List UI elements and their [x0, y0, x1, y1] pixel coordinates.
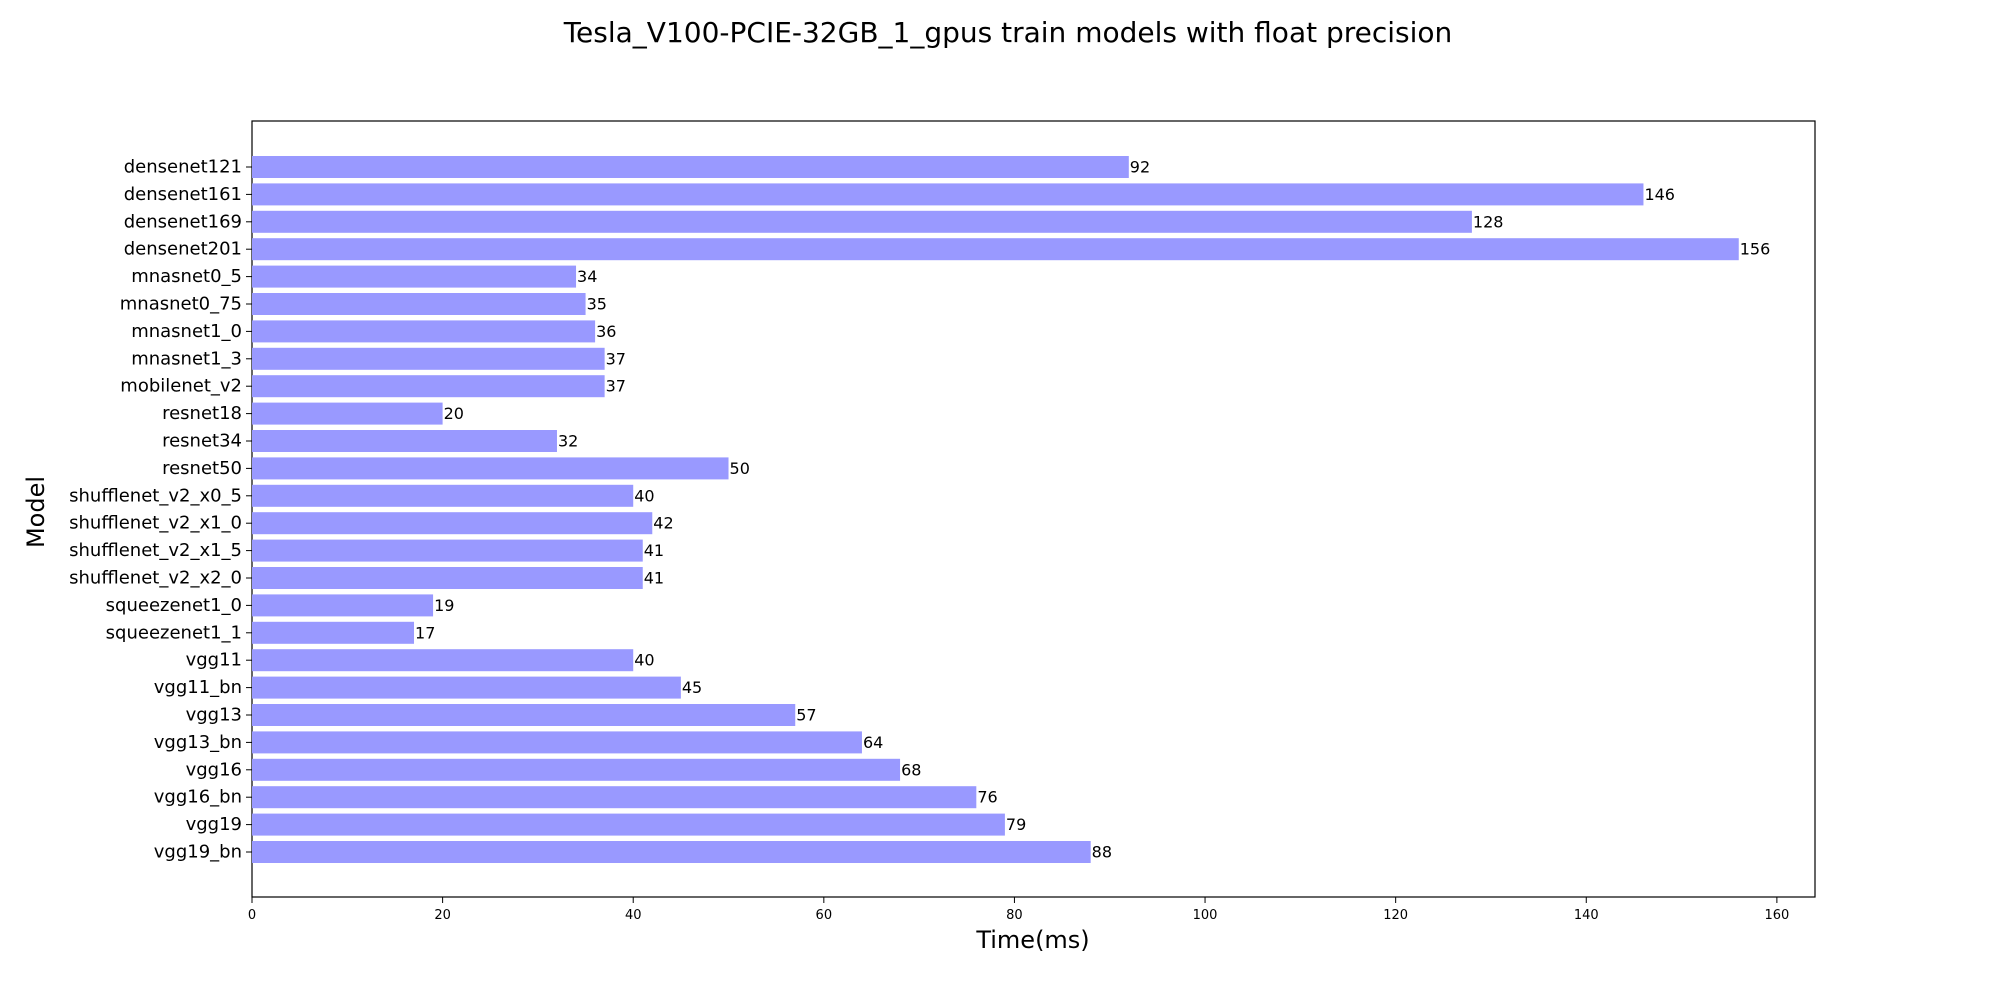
bar-mnasnet0_5 [252, 265, 577, 288]
x-tick-label-20: 20 [434, 908, 451, 923]
y-tick-label-vgg16_bn: vgg16_bn [154, 787, 242, 808]
y-tick-label-mnasnet1_0: mnasnet1_0 [131, 321, 242, 342]
bar-squeezenet1_0 [252, 594, 434, 617]
bar-mnasnet0_75 [252, 293, 586, 315]
data-label-resnet50: 50 [730, 459, 750, 478]
bar-shufflenet_v2_x1_0 [252, 512, 653, 535]
bar-vgg19 [252, 813, 1005, 836]
y-tick-label-resnet18: resnet18 [162, 403, 242, 424]
y-tick-label-vgg13: vgg13 [186, 705, 242, 726]
bar-resnet50 [252, 457, 729, 480]
x-tick-label-100: 100 [1193, 908, 1218, 923]
data-label-shufflenet_v2_x1_0: 42 [653, 514, 673, 533]
bar-vgg11_bn [252, 676, 681, 699]
y-tick-label-densenet201: densenet201 [124, 239, 242, 260]
data-label-squeezenet1_1: 17 [415, 623, 435, 642]
data-label-vgg16_bn: 76 [977, 788, 997, 807]
x-tick-label-80: 80 [1006, 908, 1023, 923]
bar-mnasnet1_0 [252, 320, 596, 343]
bar-vgg16_bn [252, 786, 977, 809]
data-label-vgg13_bn: 64 [863, 733, 883, 752]
data-label-shufflenet_v2_x2_0: 41 [644, 569, 664, 588]
data-label-vgg11_bn: 45 [682, 678, 702, 697]
y-tick-label-shufflenet_v2_x0_5: shufflenet_v2_x0_5 [69, 485, 242, 506]
y-tick-label-squeezenet1_0: squeezenet1_0 [106, 595, 242, 616]
data-label-densenet201: 156 [1740, 240, 1771, 259]
y-tick-label-densenet169: densenet169 [124, 211, 242, 232]
x-tick-labels: 0 20 40 60 80 100 120 140 160 [248, 897, 1789, 923]
bar-vgg11 [252, 649, 634, 672]
y-tick-label-vgg13_bn: vgg13_bn [154, 732, 242, 753]
data-label-mnasnet0_5: 34 [577, 267, 597, 286]
x-axis-label: Time(ms) [975, 926, 1089, 954]
data-label-squeezenet1_0: 19 [434, 596, 454, 615]
y-tick-label-vgg19_bn: vgg19_bn [154, 842, 242, 863]
bar-mnasnet1_3 [252, 347, 605, 370]
y-axis-label: Model [22, 476, 50, 548]
bars-layer [252, 156, 1739, 863]
y-tick-label-shufflenet_v2_x1_0: shufflenet_v2_x1_0 [69, 513, 242, 534]
y-tick-label-mnasnet0_5: mnasnet0_5 [131, 266, 242, 287]
bar-vgg13_bn [252, 731, 862, 754]
bar-shufflenet_v2_x2_0 [252, 567, 643, 589]
bar-densenet169 [252, 210, 1472, 233]
y-tick-label-densenet161: densenet161 [124, 184, 242, 205]
data-label-vgg19: 79 [1006, 815, 1026, 834]
x-tick-label-40: 40 [625, 908, 642, 923]
y-tick-label-mnasnet0_75: mnasnet0_75 [120, 294, 242, 315]
y-tick-label-mobilenet_v2: mobilenet_v2 [120, 376, 242, 397]
bar-resnet18 [252, 402, 443, 425]
y-tick-label-squeezenet1_1: squeezenet1_1 [106, 622, 242, 643]
bar-squeezenet1_1 [252, 621, 415, 644]
y-tick-label-shufflenet_v2_x2_0: shufflenet_v2_x2_0 [69, 568, 242, 589]
data-label-densenet121: 92 [1130, 158, 1150, 177]
y-tick-label-resnet34: resnet34 [162, 431, 242, 452]
data-label-shufflenet_v2_x1_5: 41 [644, 541, 664, 560]
bar-shufflenet_v2_x0_5 [252, 484, 634, 507]
data-label-vgg13: 57 [796, 706, 816, 725]
bar-densenet121 [252, 156, 1129, 178]
x-tick-label-120: 120 [1383, 908, 1408, 923]
data-label-mobilenet_v2: 37 [606, 377, 626, 396]
y-tick-labels: densenet121 densenet161 densenet169 densene… [69, 157, 252, 863]
y-tick-label-densenet121: densenet121 [124, 157, 242, 178]
x-tick-label-60: 60 [816, 908, 833, 923]
bar-vgg13 [252, 704, 796, 726]
y-tick-label-vgg16: vgg16 [186, 759, 242, 780]
data-label-resnet18: 20 [444, 404, 464, 423]
x-tick-label-160: 160 [1764, 908, 1789, 923]
data-label-vgg16: 68 [901, 760, 921, 779]
y-tick-label-mnasnet1_3: mnasnet1_3 [131, 348, 242, 369]
bar-shufflenet_v2_x1_5 [252, 539, 643, 562]
data-label-mnasnet0_75: 35 [587, 295, 607, 314]
bar-densenet161 [252, 183, 1644, 206]
data-labels: 92 146 128 156 34 35 36 37 37 20 32 50 40 42 41 41 19 17 4… [415, 158, 1770, 862]
data-label-densenet169: 128 [1473, 212, 1504, 231]
y-tick-label-resnet50: resnet50 [162, 458, 242, 479]
bar-resnet34 [252, 430, 557, 452]
y-tick-label-vgg11_bn: vgg11_bn [154, 677, 242, 698]
data-label-shufflenet_v2_x0_5: 40 [634, 486, 654, 505]
data-label-vgg11: 40 [634, 651, 654, 670]
data-label-mnasnet1_3: 37 [606, 349, 626, 368]
x-tick-label-0: 0 [248, 908, 256, 923]
y-tick-label-vgg11: vgg11 [186, 650, 242, 671]
y-tick-label-vgg19: vgg19 [186, 814, 242, 835]
bar-vgg16 [252, 758, 901, 781]
y-tick-label-shufflenet_v2_x1_5: shufflenet_v2_x1_5 [69, 540, 242, 561]
x-tick-label-140: 140 [1574, 908, 1599, 923]
data-label-vgg19_bn: 88 [1092, 843, 1112, 862]
bar-densenet201 [252, 238, 1739, 261]
bar-mobilenet_v2 [252, 375, 605, 398]
bar-vgg19_bn [252, 841, 1091, 863]
data-label-resnet34: 32 [558, 432, 578, 451]
data-label-densenet161: 146 [1644, 185, 1675, 204]
chart-title: Tesla_V100-PCIE-32GB_1_gpus train models… [563, 16, 1453, 49]
data-label-mnasnet1_0: 36 [596, 322, 616, 341]
